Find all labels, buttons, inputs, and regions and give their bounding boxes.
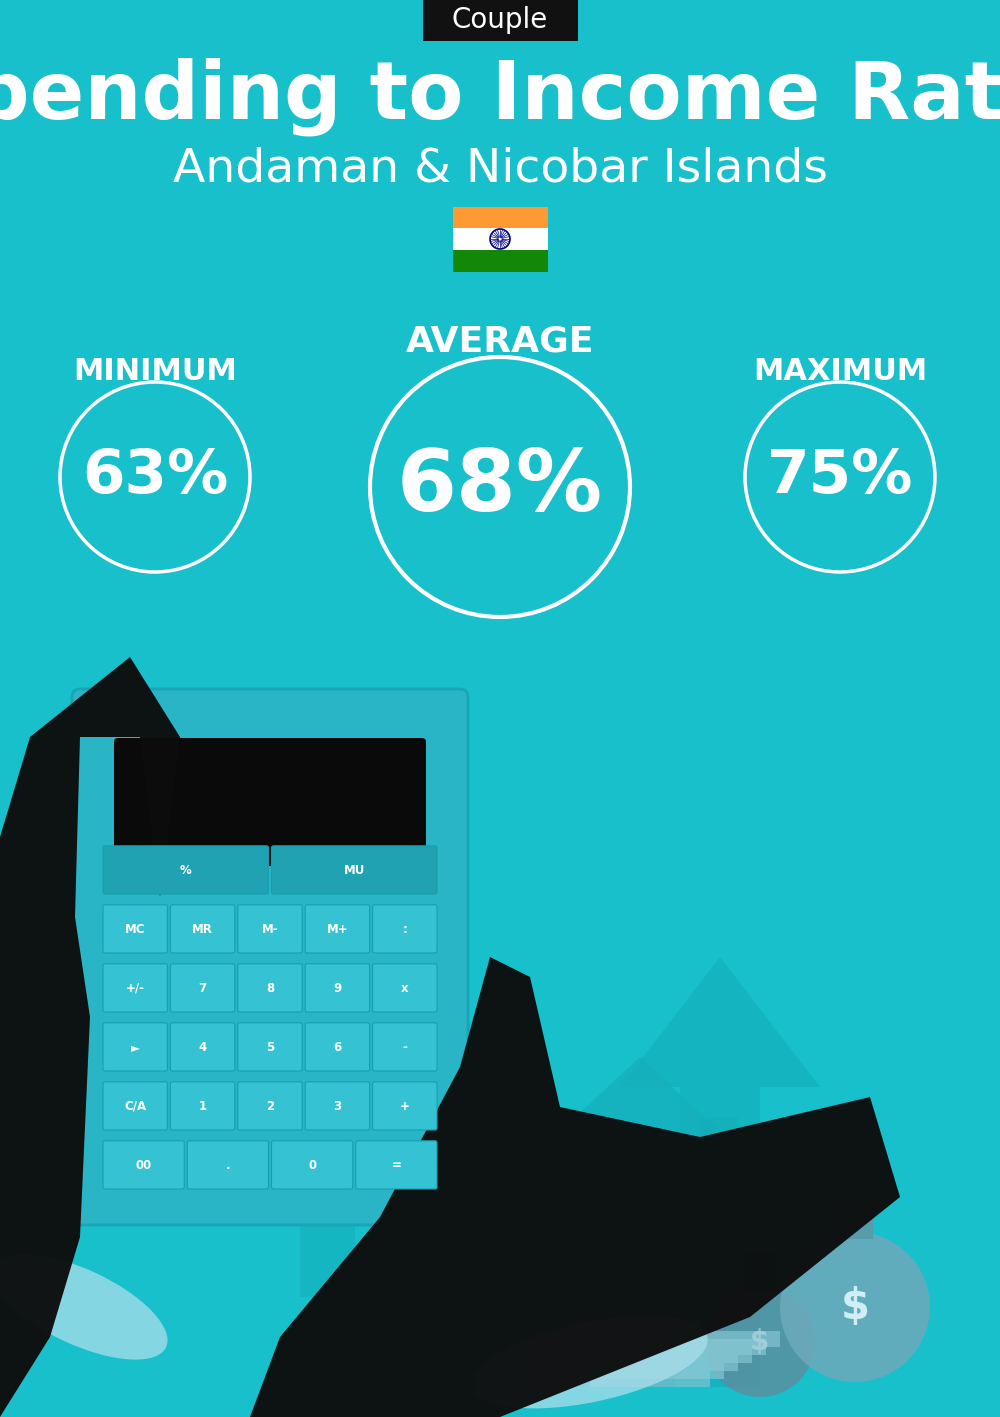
FancyBboxPatch shape bbox=[272, 846, 437, 894]
Text: M+: M+ bbox=[327, 922, 348, 935]
FancyBboxPatch shape bbox=[305, 1081, 370, 1129]
Text: 00: 00 bbox=[136, 1159, 152, 1172]
Text: $: $ bbox=[750, 1328, 770, 1356]
Polygon shape bbox=[0, 657, 180, 1417]
Text: M-: M- bbox=[262, 922, 278, 935]
FancyBboxPatch shape bbox=[103, 1081, 167, 1129]
Text: %: % bbox=[180, 863, 192, 877]
FancyBboxPatch shape bbox=[305, 1023, 370, 1071]
Bar bbox=[618, 1355, 738, 1372]
FancyBboxPatch shape bbox=[114, 738, 426, 866]
Text: 7: 7 bbox=[199, 982, 207, 995]
Bar bbox=[605, 1277, 675, 1387]
FancyBboxPatch shape bbox=[170, 1081, 235, 1129]
FancyBboxPatch shape bbox=[373, 1023, 437, 1071]
Bar bbox=[520, 1187, 760, 1387]
Text: Couple: Couple bbox=[452, 6, 548, 34]
Text: MAXIMUM: MAXIMUM bbox=[753, 357, 927, 387]
FancyBboxPatch shape bbox=[238, 1081, 302, 1129]
FancyBboxPatch shape bbox=[170, 905, 235, 954]
Text: $: $ bbox=[840, 1287, 870, 1328]
Polygon shape bbox=[245, 1077, 410, 1297]
FancyBboxPatch shape bbox=[103, 846, 268, 894]
FancyBboxPatch shape bbox=[305, 905, 370, 954]
Polygon shape bbox=[620, 956, 820, 1237]
FancyBboxPatch shape bbox=[187, 1141, 268, 1189]
Bar bbox=[452, 207, 548, 228]
Ellipse shape bbox=[780, 1231, 930, 1382]
Text: AVERAGE: AVERAGE bbox=[406, 324, 594, 359]
Text: 1: 1 bbox=[199, 1100, 207, 1112]
FancyBboxPatch shape bbox=[238, 905, 302, 954]
Text: MR: MR bbox=[192, 922, 213, 935]
FancyBboxPatch shape bbox=[272, 1141, 353, 1189]
FancyBboxPatch shape bbox=[238, 964, 302, 1012]
Bar bbox=[700, 1117, 738, 1197]
Text: =: = bbox=[391, 1159, 401, 1172]
FancyBboxPatch shape bbox=[170, 1023, 235, 1071]
Polygon shape bbox=[250, 956, 900, 1417]
Bar bbox=[660, 1331, 780, 1348]
Text: ►: ► bbox=[131, 1040, 140, 1054]
FancyBboxPatch shape bbox=[356, 1141, 437, 1189]
FancyBboxPatch shape bbox=[103, 964, 167, 1012]
Bar bbox=[590, 1372, 710, 1387]
Text: :: : bbox=[402, 922, 407, 935]
Text: 2: 2 bbox=[266, 1100, 274, 1112]
FancyBboxPatch shape bbox=[72, 689, 468, 1226]
Text: 8: 8 bbox=[266, 982, 274, 995]
Text: 9: 9 bbox=[333, 982, 342, 995]
FancyBboxPatch shape bbox=[373, 905, 437, 954]
Bar bbox=[837, 1195, 873, 1238]
Text: 68%: 68% bbox=[397, 445, 603, 529]
FancyBboxPatch shape bbox=[373, 1081, 437, 1129]
Text: MC: MC bbox=[125, 922, 145, 935]
Text: .: . bbox=[226, 1159, 230, 1172]
Text: MINIMUM: MINIMUM bbox=[73, 357, 237, 387]
FancyBboxPatch shape bbox=[373, 964, 437, 1012]
FancyBboxPatch shape bbox=[103, 1141, 184, 1189]
Text: Spending to Income Ratio: Spending to Income Ratio bbox=[0, 58, 1000, 136]
Text: Andaman & Nicobar Islands: Andaman & Nicobar Islands bbox=[173, 146, 827, 191]
FancyBboxPatch shape bbox=[305, 964, 370, 1012]
Text: 4: 4 bbox=[198, 1040, 207, 1054]
Text: 0: 0 bbox=[308, 1159, 316, 1172]
Text: 6: 6 bbox=[333, 1040, 342, 1054]
FancyBboxPatch shape bbox=[103, 1023, 167, 1071]
Bar bbox=[632, 1348, 752, 1363]
Text: 5: 5 bbox=[266, 1040, 274, 1054]
Text: MU: MU bbox=[344, 863, 365, 877]
Bar bbox=[604, 1363, 724, 1379]
Bar bbox=[452, 249, 548, 272]
FancyBboxPatch shape bbox=[103, 905, 167, 954]
Text: x: x bbox=[401, 982, 409, 995]
Text: +: + bbox=[400, 1100, 410, 1112]
FancyBboxPatch shape bbox=[170, 964, 235, 1012]
FancyBboxPatch shape bbox=[422, 0, 578, 41]
Polygon shape bbox=[500, 1057, 780, 1187]
Text: -: - bbox=[402, 1040, 407, 1054]
Text: C/A: C/A bbox=[124, 1100, 146, 1112]
Text: +/-: +/- bbox=[126, 982, 145, 995]
Ellipse shape bbox=[705, 1287, 815, 1397]
Bar bbox=[646, 1339, 766, 1355]
Text: 75%: 75% bbox=[767, 448, 913, 506]
Text: 63%: 63% bbox=[82, 448, 228, 506]
Bar bbox=[745, 1253, 775, 1292]
Text: 3: 3 bbox=[333, 1100, 341, 1112]
Ellipse shape bbox=[0, 1254, 168, 1359]
Bar bbox=[452, 228, 548, 249]
FancyBboxPatch shape bbox=[238, 1023, 302, 1071]
Ellipse shape bbox=[472, 1315, 708, 1408]
